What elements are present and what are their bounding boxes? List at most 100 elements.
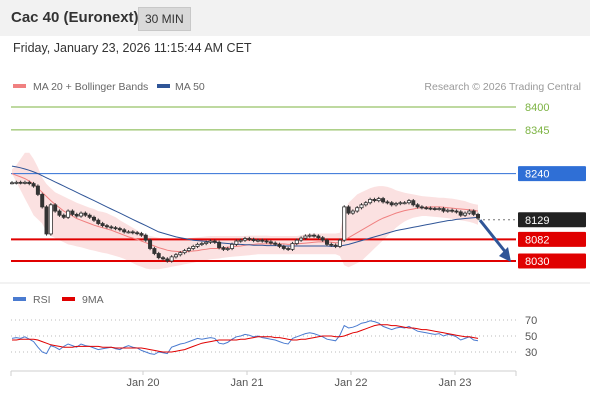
ma20-legend-swatch [13, 84, 26, 88]
candle-body [428, 207, 433, 210]
candle-body [61, 214, 66, 218]
candle-body [139, 233, 144, 236]
chart-datetime: Friday, January 23, 2026 11:15:44 AM CET [13, 41, 252, 55]
candle-body [217, 241, 222, 249]
level-tag-8030 [518, 253, 586, 269]
candle-body [346, 206, 351, 214]
candle-body [307, 234, 312, 237]
candle-body [329, 243, 334, 246]
rsi-ma-line [12, 324, 479, 353]
candle-body [27, 181, 32, 184]
candle-body [117, 228, 122, 231]
candle-body [208, 240, 213, 243]
candle-body [268, 241, 273, 244]
candle-body [350, 210, 355, 214]
candle-body [337, 239, 342, 247]
x-tick-label: Jan 20 [126, 377, 159, 389]
candle-body [48, 204, 53, 235]
candle-body [398, 202, 403, 205]
candle-body [437, 208, 442, 210]
ma50-legend-swatch [157, 84, 170, 88]
candle-body [277, 243, 282, 247]
candle-body [199, 243, 204, 245]
x-tick-label: Jan 23 [438, 377, 471, 389]
ma50-legend-label: MA 50 [175, 81, 205, 93]
candle-body [273, 242, 278, 245]
candle-body [299, 237, 304, 241]
candlesticks [9, 180, 480, 263]
candle-body [135, 232, 140, 235]
candle-body [161, 257, 166, 260]
candle-body [14, 181, 19, 184]
ma9-legend-swatch [62, 297, 75, 301]
candle-body [463, 212, 468, 216]
candle-body [165, 258, 170, 262]
instrument-title: Cac 40 (Euronext) [11, 9, 139, 26]
candle-body [225, 248, 230, 250]
candle-body [415, 204, 420, 208]
candle-body [104, 225, 109, 228]
candle-body [294, 239, 299, 244]
rsi-legend-label: RSI [33, 294, 51, 306]
candle-body [31, 183, 36, 187]
candle-body [441, 208, 446, 212]
candle-body [53, 204, 58, 212]
candle-body [471, 210, 476, 215]
candle-body [96, 219, 101, 224]
level-label-8400: 8400 [525, 102, 549, 114]
candle-body [450, 209, 455, 212]
price-levels [11, 106, 516, 262]
candle-body [458, 211, 463, 216]
candle-body [57, 210, 62, 216]
candle-body [182, 250, 187, 254]
candle-body [281, 246, 286, 249]
candle-body [368, 198, 373, 204]
candle-body [122, 229, 127, 233]
rsi-tick-label-70: 70 [525, 315, 537, 327]
candle-body [234, 240, 239, 245]
bollinger-bands [12, 152, 478, 270]
ma20-legend-label: MA 20 + Bollinger Bands [33, 81, 148, 93]
candle-body [87, 214, 92, 218]
candle-body [381, 198, 386, 203]
ma50-line [11, 165, 479, 247]
candle-body [419, 206, 424, 209]
candle-body [255, 239, 260, 242]
candle-body [376, 198, 381, 202]
candle-body [389, 202, 394, 206]
rsi-line [11, 320, 479, 355]
rsi-legend-swatch [13, 297, 26, 301]
candle-body [247, 238, 252, 240]
candle-body [79, 212, 84, 217]
candle-body [152, 248, 157, 254]
interval-badge[interactable]: 30 MIN [138, 7, 191, 31]
level-label-8240: 8240 [525, 169, 549, 181]
candle-body [230, 243, 235, 249]
candle-body [355, 207, 360, 212]
moving-averages [11, 165, 479, 253]
level-tag-8082 [518, 231, 586, 247]
bollinger-band-area [12, 152, 478, 270]
candle-body [66, 210, 71, 218]
candle-body [264, 240, 269, 243]
candle-body [333, 244, 338, 247]
candle-body [372, 198, 377, 202]
level-label-8082: 8082 [525, 234, 549, 246]
candle-body [359, 204, 364, 209]
candle-body [251, 238, 256, 242]
candle-body [130, 231, 135, 234]
candle-body [394, 203, 399, 206]
candle-body [148, 239, 153, 249]
candle-body [70, 210, 75, 215]
candle-body [363, 202, 368, 206]
level-label-8030: 8030 [525, 256, 549, 268]
candle-body [242, 238, 247, 241]
candle-body [454, 210, 459, 213]
candle-body [445, 209, 450, 212]
candle-body [238, 239, 243, 242]
candle-body [424, 207, 429, 210]
candle-body [22, 181, 27, 184]
candle-body [91, 216, 96, 221]
